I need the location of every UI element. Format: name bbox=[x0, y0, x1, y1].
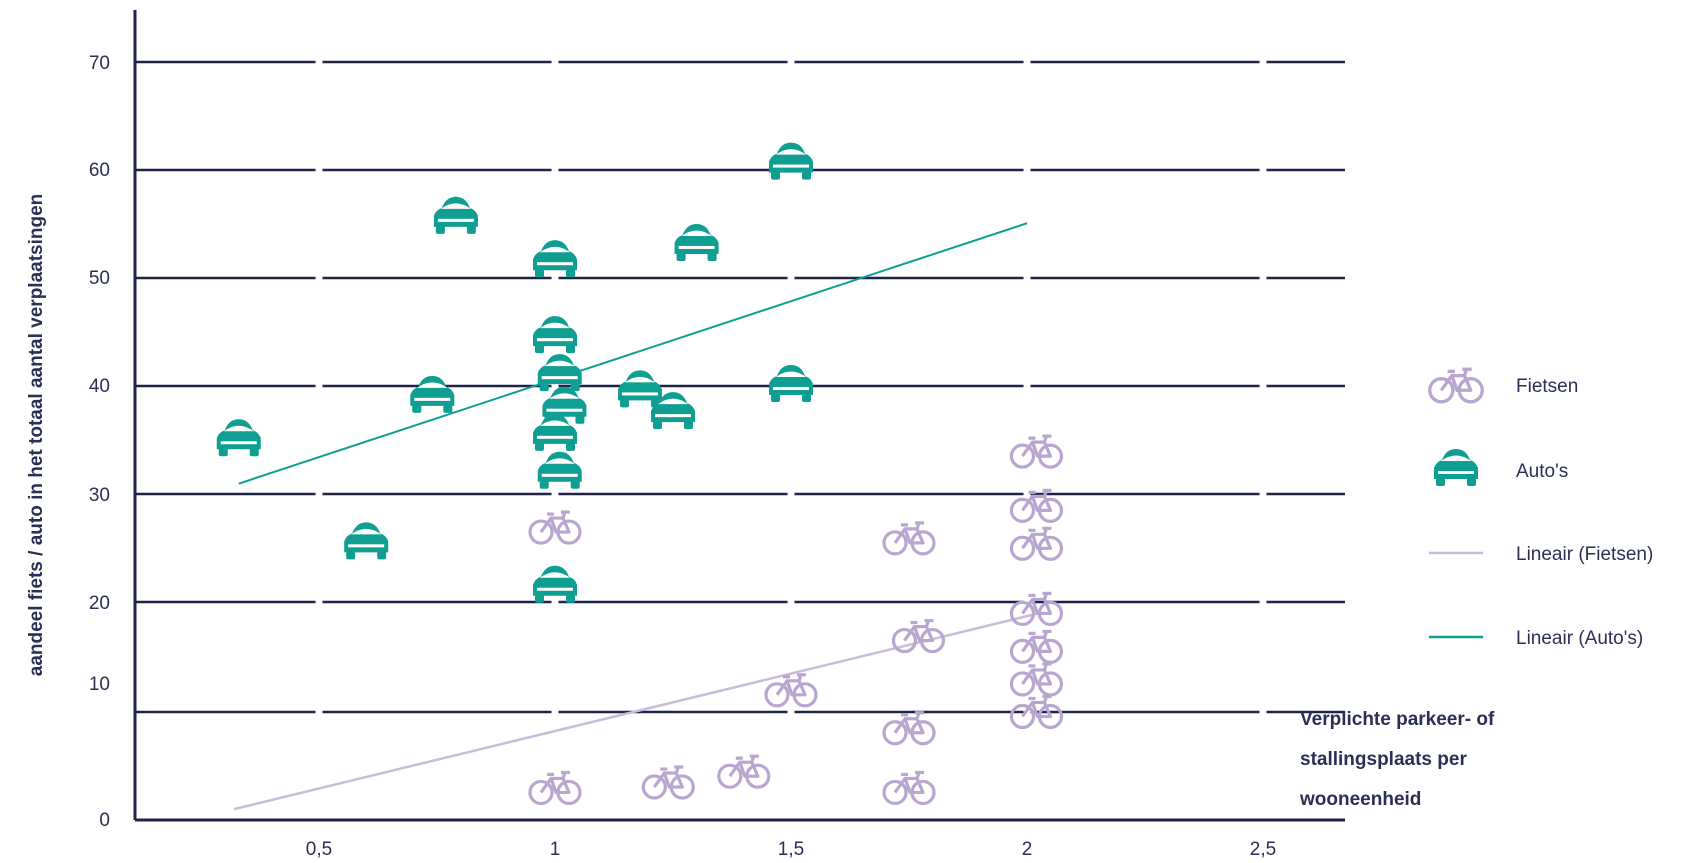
x-axis-title-line: stallingsplaats per bbox=[1300, 749, 1467, 770]
bike-marker bbox=[641, 765, 695, 800]
x-tick-label: 1,5 bbox=[778, 839, 804, 860]
legend-label: Fietsen bbox=[1516, 376, 1578, 397]
x-axis-title-line: Verplichte parkeer- of bbox=[1300, 709, 1495, 730]
legend-item: Auto's bbox=[1434, 449, 1568, 486]
car-marker bbox=[651, 392, 695, 430]
x-tick-label: 0,5 bbox=[306, 839, 332, 860]
y-tick-label: 20 bbox=[89, 593, 110, 614]
car-marker bbox=[537, 354, 582, 392]
x-tick-label: 2,5 bbox=[1250, 839, 1276, 860]
bike-icon bbox=[1428, 367, 1484, 404]
trendline-fietsen bbox=[233, 612, 1037, 811]
y-axis-label: aandeel fiets / auto in het totaal aanta… bbox=[26, 194, 47, 677]
car-marker bbox=[216, 419, 261, 457]
y-tick-label: 60 bbox=[89, 160, 110, 181]
car-marker bbox=[533, 565, 577, 603]
legend-item: Fietsen bbox=[1428, 367, 1578, 404]
x-tick-label: 1 bbox=[550, 839, 561, 860]
y-tick-label: 70 bbox=[89, 53, 110, 74]
legend: Fietsen Auto's Lineair (Fietsen) Lineair (A… bbox=[1428, 367, 1653, 649]
y-tick-label: 40 bbox=[89, 376, 110, 397]
car-marker bbox=[533, 316, 577, 354]
grid-lines bbox=[135, 50, 1345, 817]
y-tick-label: 10 bbox=[89, 674, 110, 695]
bike-marker bbox=[882, 521, 936, 556]
x-axis-title: Verplichte parkeer- of stallingsplaats p… bbox=[1300, 700, 1620, 820]
bike-marker bbox=[1009, 662, 1064, 697]
trendline-autos bbox=[238, 222, 1028, 485]
tick-labels: 0 10 20 30 40 50 60 70 0,5 1 1,5 2 2,5 bbox=[89, 53, 1276, 860]
y-tick-label: 30 bbox=[89, 485, 110, 506]
car-icon bbox=[1434, 449, 1478, 486]
bike-marker bbox=[1009, 629, 1064, 665]
car-marker bbox=[617, 370, 662, 408]
car-marker bbox=[537, 451, 582, 489]
car-marker bbox=[533, 240, 577, 278]
bike-marker bbox=[528, 510, 582, 545]
bike-marker bbox=[1009, 526, 1064, 561]
car-marker bbox=[674, 223, 719, 261]
car-marker bbox=[433, 196, 478, 234]
x-axis-title-line: wooneenheid bbox=[1300, 789, 1422, 810]
y-tick-label: 0 bbox=[99, 810, 110, 831]
bike-marker bbox=[764, 673, 818, 708]
axes bbox=[133, 10, 1345, 822]
legend-label: Lineair (Fietsen) bbox=[1516, 544, 1653, 565]
trend-lines bbox=[233, 222, 1037, 811]
car-marker bbox=[533, 413, 577, 451]
legend-label: Auto's bbox=[1516, 461, 1568, 482]
bike-marker bbox=[717, 754, 771, 789]
y-tick-label: 50 bbox=[89, 268, 110, 289]
bike-marker bbox=[891, 618, 946, 654]
bike-marker bbox=[528, 770, 582, 806]
legend-label: Lineair (Auto's) bbox=[1516, 628, 1643, 649]
bike-marker bbox=[1009, 694, 1064, 730]
bike-marker bbox=[1009, 434, 1064, 469]
car-marker bbox=[769, 365, 813, 402]
bike-marker bbox=[1009, 591, 1064, 627]
bike-marker bbox=[882, 711, 936, 746]
car-marker bbox=[769, 142, 813, 180]
x-tick-label: 2 bbox=[1022, 839, 1033, 860]
car-marker bbox=[410, 375, 455, 413]
car-marker bbox=[344, 522, 389, 560]
bike-marker bbox=[882, 770, 936, 806]
data-markers bbox=[216, 142, 1064, 806]
legend-item: Lineair (Fietsen) bbox=[1429, 544, 1653, 565]
legend-item: Lineair (Auto's) bbox=[1429, 628, 1643, 649]
bike-marker bbox=[1009, 488, 1064, 523]
